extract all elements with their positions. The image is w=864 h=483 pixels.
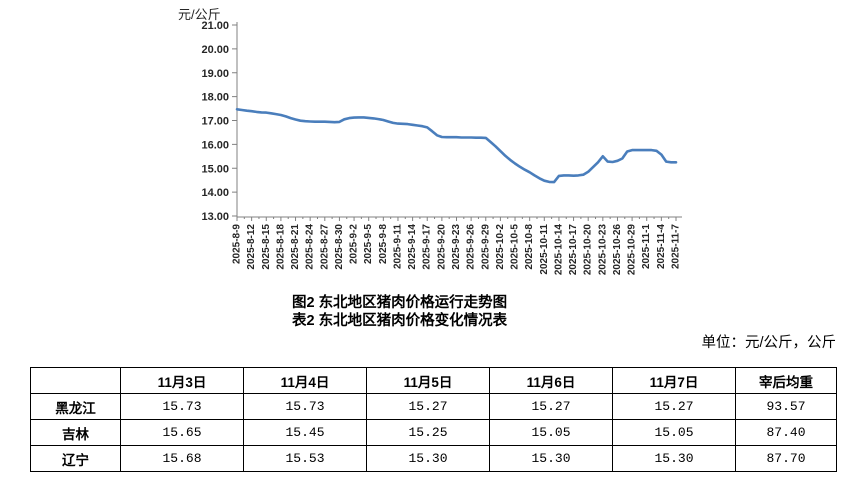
x-axis-label: 2025-10-2	[495, 224, 506, 270]
value-cell: 15.30	[366, 445, 490, 472]
value-cell: 15.27	[366, 393, 490, 420]
x-axis-label: 2025-10-5	[510, 224, 521, 270]
value-cell: 15.05	[489, 419, 613, 446]
price-table-body: 黑龙江 15.73 15.73 15.27 15.27 15.27 93.57 吉林 15.65…	[30, 393, 837, 472]
price-table-head: 11月3日 11月4日 11月5日 11月6日 11月7日 宰后均重	[30, 367, 837, 394]
x-axis-label: 2025-11-1	[641, 224, 652, 269]
y-axis-label: 17.00	[201, 116, 229, 128]
x-axis-label: 2025-8-9	[232, 224, 243, 264]
x-axis-label: 2025-9-20	[436, 224, 447, 270]
table-header-cell: 11月3日	[120, 367, 244, 394]
table-header-cell: 11月6日	[489, 367, 613, 394]
unit-note: 单位：元/公斤，公斤	[701, 335, 836, 351]
x-axis-label: 2025-10-8	[524, 224, 535, 270]
y-axis-label: 18.00	[201, 92, 229, 104]
value-cell: 15.53	[243, 445, 367, 472]
x-axis-label: 2025-9-26	[466, 224, 477, 270]
table-header-cell: 宰后均重	[735, 367, 837, 394]
x-axis-label: 2025-8-12	[246, 224, 257, 270]
row-label-cell: 黑龙江	[30, 393, 121, 420]
x-axis-label: 2025-8-21	[290, 224, 301, 270]
x-axis-label: 2025-8-27	[319, 224, 330, 270]
x-axis-label: 2025-9-2	[349, 224, 360, 264]
x-axis-label: 2025-10-17	[568, 224, 579, 276]
x-axis-label: 2025-9-29	[480, 224, 491, 270]
x-axis-label: 2025-9-23	[451, 224, 462, 270]
pork-price-trend-chart: 13.00 14.00 15.00 16.00 17.00 18.00 19.00 20.00…	[178, 7, 682, 276]
value-cell: 15.30	[489, 445, 613, 472]
x-axis-label: 2025-8-24	[305, 224, 316, 270]
value-cell: 15.68	[120, 445, 244, 472]
table-row: 黑龙江 15.73 15.73 15.27 15.27 15.27 93.57	[30, 393, 837, 420]
price-line	[235, 108, 678, 184]
table-row: 吉林 15.65 15.45 15.25 15.05 15.05 87.40	[30, 419, 837, 446]
value-cell: 15.27	[612, 393, 736, 420]
value-cell: 15.30	[612, 445, 736, 472]
value-cell: 15.05	[612, 419, 736, 446]
x-axis-label: 2025-10-23	[597, 224, 608, 276]
x-axis-label: 2025-10-20	[583, 224, 594, 276]
row-label-cell: 辽宁	[30, 445, 121, 472]
table-title: 表2 东北地区猪肉价格变化情况表	[292, 312, 508, 329]
table-row: 辽宁 15.68 15.53 15.30 15.30 15.30 87.70	[30, 445, 837, 472]
value-cell: 15.73	[120, 393, 244, 420]
titles-block: 图2 东北地区猪肉价格运行走势图 表2 东北地区猪肉价格变化情况表	[292, 295, 507, 330]
figure-title: 图2 东北地区猪肉价格运行走势图	[292, 295, 508, 311]
x-axis-label: 2025-9-5	[363, 224, 374, 264]
value-cell: 15.27	[489, 393, 613, 420]
x-axis-label: 2025-10-29	[627, 224, 638, 276]
corner-cell	[30, 367, 121, 394]
value-cell: 15.25	[366, 419, 490, 446]
price-table: 11月3日 11月4日 11月5日 11月6日 11月7日 宰后均重 黑龙江 15.73 15…	[30, 367, 837, 472]
value-cell: 87.40	[735, 419, 837, 446]
y-axis-label: 15.00	[201, 163, 229, 175]
x-axis-label: 2025-9-17	[422, 224, 433, 270]
y-axis-label: 21.00	[201, 20, 229, 32]
y-axis-label: 20.00	[201, 44, 229, 56]
value-cell: 15.65	[120, 419, 244, 446]
table-header-cell: 11月4日	[243, 367, 367, 394]
x-axis-label: 2025-8-15	[261, 224, 272, 270]
value-cell: 15.45	[243, 419, 367, 446]
value-cell: 87.70	[735, 445, 837, 472]
x-axis-label: 2025-10-14	[553, 224, 564, 276]
y-axis-label: 16.00	[201, 139, 229, 151]
y-axis-label: 14.00	[201, 187, 229, 199]
x-axis-label: 2025-8-18	[275, 224, 286, 270]
table-header-cell: 11月5日	[366, 367, 490, 394]
x-axis-label: 2025-9-11	[392, 224, 403, 269]
y-axis-label: 19.00	[201, 68, 229, 80]
x-axis-label: 2025-8-30	[334, 224, 345, 270]
x-axis-label: 2025-9-14	[407, 224, 418, 270]
x-axis-label: 2025-11-7	[671, 224, 682, 269]
x-axis-label: 2025-9-8	[378, 224, 389, 264]
value-cell: 15.73	[243, 393, 367, 420]
x-axis-label: 2025-10-26	[612, 224, 623, 276]
row-label-cell: 吉林	[30, 419, 121, 446]
y-axis-label: 13.00	[201, 211, 229, 223]
table-header-row: 11月3日 11月4日 11月5日 11月6日 11月7日 宰后均重	[30, 367, 837, 394]
value-cell: 93.57	[735, 393, 837, 420]
y-axis-unit-label: 元/公斤	[178, 7, 221, 22]
table-header-cell: 11月7日	[612, 367, 736, 394]
x-axis-label: 2025-11-4	[656, 224, 667, 269]
x-axis-label: 2025-10-11	[539, 224, 550, 275]
